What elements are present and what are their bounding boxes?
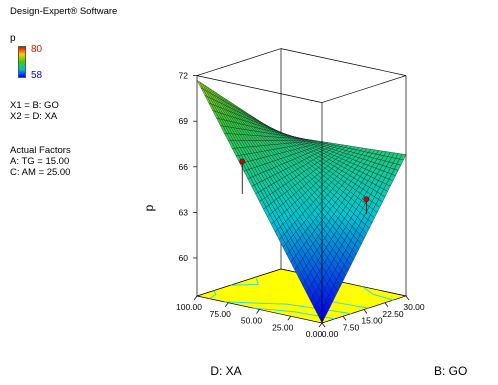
contour-line <box>209 290 217 300</box>
box-edge <box>196 48 282 76</box>
actual-factor-tg: A: TG = 15.00 <box>10 156 70 167</box>
color-scale-min: 58 <box>31 70 43 81</box>
y-tick-label: 100.00 <box>176 302 202 312</box>
x-tick-label: 0.00 <box>322 329 339 339</box>
x-tick-mark <box>321 322 326 328</box>
x-tick-mark <box>363 309 368 314</box>
actual-factors-heading: Actual Factors <box>10 145 71 156</box>
z-tick-label: 72 <box>179 71 189 81</box>
app-title: Design-Expert® Software <box>10 6 118 17</box>
design-point <box>239 158 246 165</box>
contour-line <box>224 301 352 315</box>
z-axis-label: p <box>142 204 156 211</box>
factor-x1: X1 = B: GO <box>10 100 59 111</box>
y-tick-label: 50.00 <box>241 316 263 326</box>
contour-line <box>362 286 394 301</box>
z-tick-label: 63 <box>179 207 189 217</box>
box-edge <box>196 75 323 103</box>
y-tick-mark <box>193 295 198 301</box>
x-tick-label: 30.00 <box>403 302 425 312</box>
y-axis: 0.00 25.00 50.00 75.00 100.00 D: XA <box>176 295 323 378</box>
y-tick-label: 25.00 <box>272 322 294 332</box>
box-edge <box>321 75 407 103</box>
floor-plane <box>195 268 408 324</box>
contour-line <box>230 276 259 286</box>
y-axis-label: D: XA <box>210 364 241 378</box>
color-scale-max: 80 <box>31 44 43 55</box>
x-axis-label: B: GO <box>434 364 467 378</box>
x-tick-mark <box>405 295 410 301</box>
actual-factor-am: C: AM = 25.00 <box>10 167 71 178</box>
x-tick-label: 7.50 <box>343 322 360 332</box>
design-point <box>363 196 370 203</box>
y-tick-mark <box>256 309 260 314</box>
x-tick-mark <box>384 302 389 307</box>
z-axis: 60 63 66 69 72 p <box>142 71 197 263</box>
surface-cell <box>317 310 325 324</box>
y-tick-mark <box>224 302 229 307</box>
box-front-edges <box>196 75 407 323</box>
y-tick-label: 0.00 <box>306 329 323 339</box>
x-tick-mark <box>342 316 347 321</box>
box-edge <box>280 48 407 76</box>
y-tick-mark <box>287 316 292 321</box>
factor-x2: X2 = D: XA <box>10 111 58 122</box>
z-tick-label: 69 <box>179 116 189 126</box>
x-tick-label: 22.50 <box>382 309 404 319</box>
legend-response-label: p <box>10 33 16 44</box>
x-tick-label: 15.00 <box>361 316 383 326</box>
design-points <box>239 158 370 215</box>
color-scale-bar <box>18 46 26 78</box>
y-tick-label: 75.00 <box>210 309 232 319</box>
y-tick-mark <box>318 322 323 328</box>
z-tick-label: 60 <box>179 253 189 263</box>
z-tick-label: 66 <box>179 162 189 172</box>
